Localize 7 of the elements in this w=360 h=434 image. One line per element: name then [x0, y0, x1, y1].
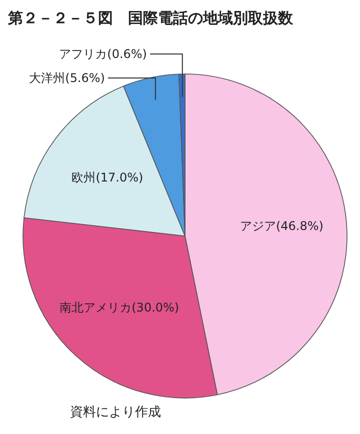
chart-title: 第２－２－５図 国際電話の地域別取扱数	[7, 9, 294, 27]
slice-label: アフリカ(0.6%)	[59, 47, 147, 61]
slice-label: アジア(46.8%)	[240, 219, 324, 234]
text: 資料により作成	[70, 405, 161, 420]
slice-label: 南北アメリカ(30.0%)	[60, 300, 180, 315]
slice-label: 欧州(17.0%)	[72, 170, 144, 184]
slice-label: 大洋州(5.6%)	[29, 71, 105, 85]
